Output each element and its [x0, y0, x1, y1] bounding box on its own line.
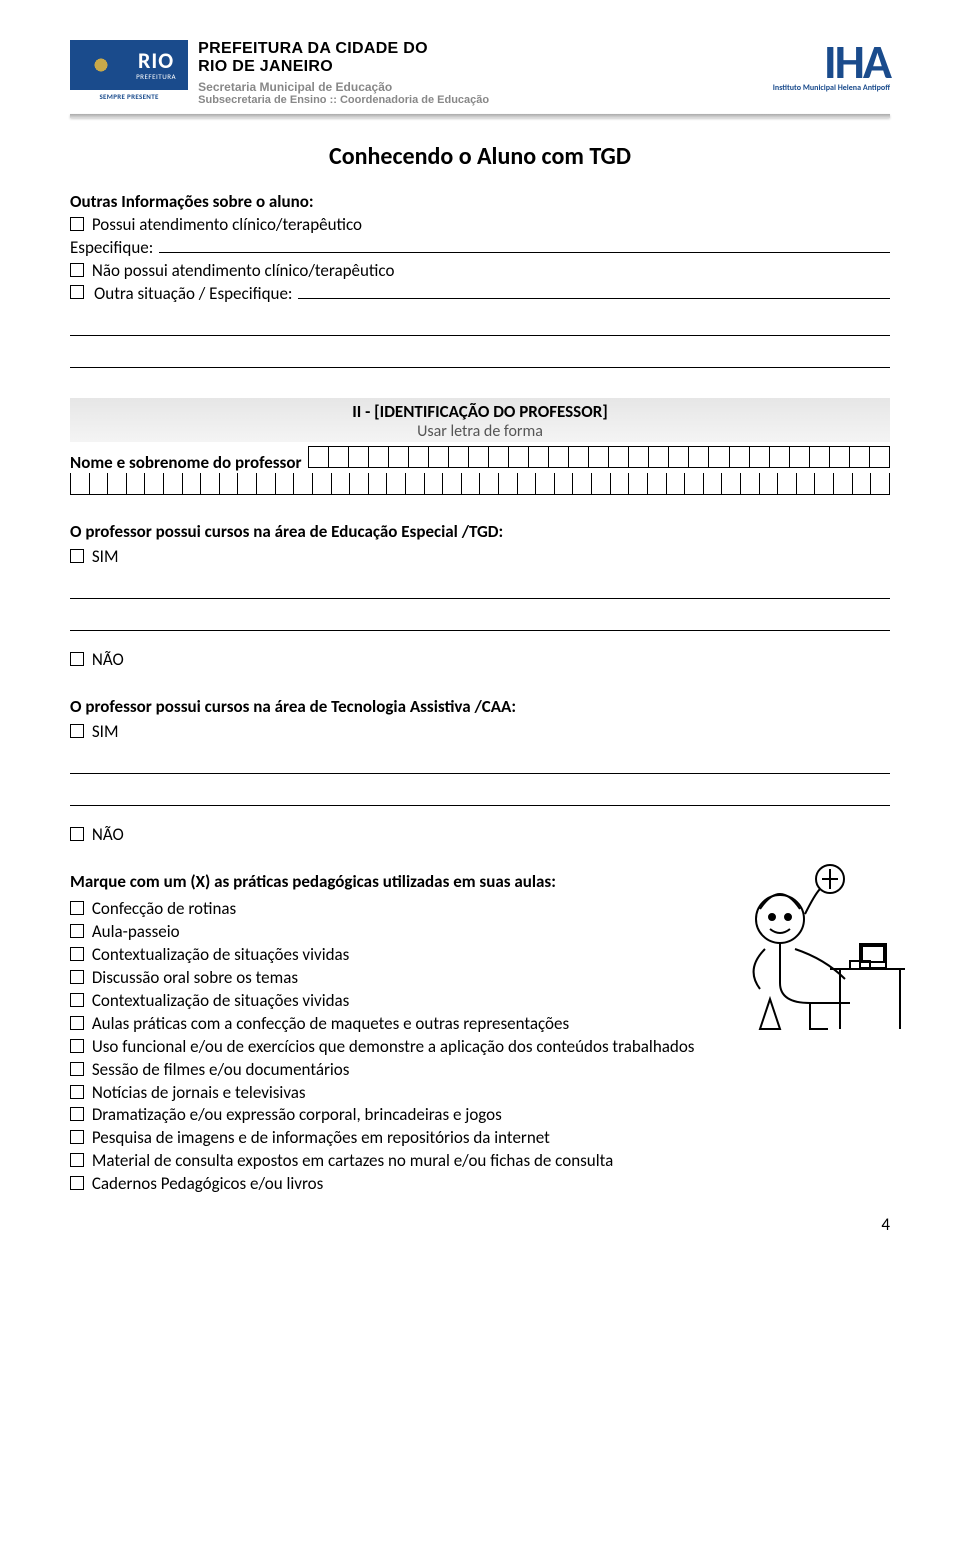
- practice-item: Sessão de filmes e/ou documentários: [70, 1059, 890, 1082]
- practice-item-text: Confecção de rotinas: [92, 898, 236, 919]
- q2-sim: SIM: [70, 721, 890, 742]
- practice-item-text: Discussão oral sobre os temas: [92, 967, 298, 988]
- practice-item: Dramatização e/ou expressão corporal, br…: [70, 1104, 890, 1127]
- checkbox-icon[interactable]: [70, 549, 84, 563]
- document-title: Conhecendo o Aluno com TGD: [70, 142, 890, 171]
- q2-nao-label: NÃO: [92, 824, 124, 845]
- checkbox-icon[interactable]: [70, 970, 84, 984]
- practice-item-text: Sessão de filmes e/ou documentários: [92, 1059, 350, 1080]
- practice-item: Pesquisa de imagens e de informações em …: [70, 1127, 890, 1150]
- checkbox-icon[interactable]: [70, 724, 84, 738]
- fill-line[interactable]: [70, 784, 890, 806]
- fill-line[interactable]: [298, 283, 890, 299]
- practice-item-text: Contextualização de situações vividas: [92, 944, 349, 965]
- checkbox-icon[interactable]: [70, 924, 84, 938]
- checkbox-icon[interactable]: [70, 217, 84, 231]
- iha-block: IHA Instituto Municipal Helena Antipoff: [773, 40, 890, 93]
- prefeitura-l3: Secretaria Municipal de Educação: [198, 80, 489, 94]
- practice-item-text: Cadernos Pedagógicos e/ou livros: [92, 1173, 323, 1194]
- checkbox-icon[interactable]: [70, 1130, 84, 1144]
- checkbox-icon[interactable]: [70, 993, 84, 1007]
- outras-c3: Outra situação / Especifique:: [70, 283, 890, 304]
- checkbox-icon[interactable]: [70, 1107, 84, 1121]
- checkbox-icon[interactable]: [70, 285, 84, 299]
- checkbox-icon[interactable]: [70, 901, 84, 915]
- section2-title: II - [IDENTIFICAÇÃO DO PROFESSOR]: [70, 401, 890, 422]
- practice-item-text: Notícias de jornais e televisivas: [92, 1082, 306, 1103]
- outras-c2: Não possui atendimento clínico/terapêuti…: [70, 260, 890, 281]
- practice-item-text: Pesquisa de imagens e de informações em …: [92, 1127, 550, 1148]
- checkbox-icon[interactable]: [70, 947, 84, 961]
- checkbox-icon[interactable]: [70, 263, 84, 277]
- iha-logo: IHA: [773, 40, 890, 83]
- checkbox-icon[interactable]: [70, 1153, 84, 1167]
- q2-nao: NÃO: [70, 824, 890, 845]
- outras-c1-text: Possui atendimento clínico/terapêutico: [92, 214, 362, 235]
- rio-top: PREFEITURA: [136, 72, 176, 81]
- outras-esp-line: Especifique:: [70, 237, 890, 258]
- practice-item-text: Aulas práticas com a confecção de maquet…: [92, 1013, 569, 1034]
- checkbox-icon[interactable]: [70, 652, 84, 666]
- practice-item-text: Aula-passeio: [92, 921, 180, 942]
- outras-c2-text: Não possui atendimento clínico/terapêuti…: [92, 260, 395, 281]
- checkbox-icon[interactable]: [70, 1062, 84, 1076]
- practices-section: Marque com um (X) as práticas pedagógica…: [70, 871, 890, 1196]
- header-left: RIO PREFEITURA SEMPRE PRESENTE PREFEITUR…: [70, 40, 489, 106]
- q1-sim-label: SIM: [92, 546, 119, 567]
- prefeitura-l2: RIO DE JANEIRO: [198, 58, 489, 76]
- prefeitura-l1: PREFEITURA DA CIDADE DO: [198, 40, 489, 58]
- page-number: 4: [70, 1214, 890, 1235]
- practice-item: Notícias de jornais e televisivas: [70, 1082, 890, 1105]
- practice-item-text: Material de consulta expostos em cartaze…: [92, 1150, 613, 1171]
- name-cells-row2[interactable]: [70, 473, 890, 495]
- professor-name-label: Nome e sobrenome do professor: [70, 452, 302, 473]
- q1-text: O professor possui cursos na área de Edu…: [70, 521, 890, 542]
- name-cells-row1[interactable]: [308, 446, 890, 468]
- section2-band: II - [IDENTIFICAÇÃO DO PROFESSOR] Usar l…: [70, 398, 890, 442]
- practice-item-text: Contextualização de situações vividas: [92, 990, 349, 1011]
- checkbox-icon[interactable]: [70, 1016, 84, 1030]
- fill-line[interactable]: [70, 314, 890, 336]
- checkbox-icon[interactable]: [70, 1176, 84, 1190]
- q2-text: O professor possui cursos na área de Tec…: [70, 696, 890, 717]
- checkbox-icon[interactable]: [70, 1085, 84, 1099]
- practice-item-text: Uso funcional e/ou de exercícios que dem…: [92, 1036, 695, 1057]
- rio-label: RIO: [130, 50, 182, 72]
- outras-c3-text: Outra situação / Especifique:: [94, 283, 292, 304]
- q1-sim: SIM: [70, 546, 890, 567]
- page-header: RIO PREFEITURA SEMPRE PRESENTE PREFEITUR…: [70, 40, 890, 106]
- checkbox-icon[interactable]: [70, 827, 84, 841]
- outras-c1: Possui atendimento clínico/terapêutico: [70, 214, 890, 235]
- section2-sub: Usar letra de forma: [70, 422, 890, 441]
- rio-logo-block: RIO PREFEITURA SEMPRE PRESENTE: [70, 40, 188, 101]
- iha-sub: Instituto Municipal Helena Antipoff: [773, 83, 890, 93]
- rio-crest-icon: [76, 44, 126, 86]
- prefeitura-l4: Subsecretaria de Ensino :: Coordenadoria…: [198, 94, 489, 106]
- checkbox-icon[interactable]: [70, 1039, 84, 1053]
- prefeitura-block: PREFEITURA DA CIDADE DO RIO DE JANEIRO S…: [198, 40, 489, 106]
- practice-item-text: Dramatização e/ou expressão corporal, br…: [92, 1104, 502, 1125]
- q2-sim-label: SIM: [92, 721, 119, 742]
- fill-line[interactable]: [70, 577, 890, 599]
- practice-item: Material de consulta expostos em cartaze…: [70, 1150, 890, 1173]
- fill-line[interactable]: [70, 752, 890, 774]
- q1-nao-label: NÃO: [92, 649, 124, 670]
- fill-line[interactable]: [70, 609, 890, 631]
- outras-label: Outras Informações sobre o aluno:: [70, 191, 890, 212]
- q1-nao: NÃO: [70, 649, 890, 670]
- outras-esp-label: Especifique:: [70, 237, 153, 258]
- fill-line[interactable]: [159, 237, 890, 253]
- fill-line[interactable]: [70, 346, 890, 368]
- student-drawing-icon: [710, 859, 910, 1049]
- practice-item: Cadernos Pedagógicos e/ou livros: [70, 1173, 890, 1196]
- rio-sub: SEMPRE PRESENTE: [99, 92, 158, 101]
- professor-name-row: Nome e sobrenome do professor: [70, 446, 890, 473]
- header-rule: [70, 114, 890, 118]
